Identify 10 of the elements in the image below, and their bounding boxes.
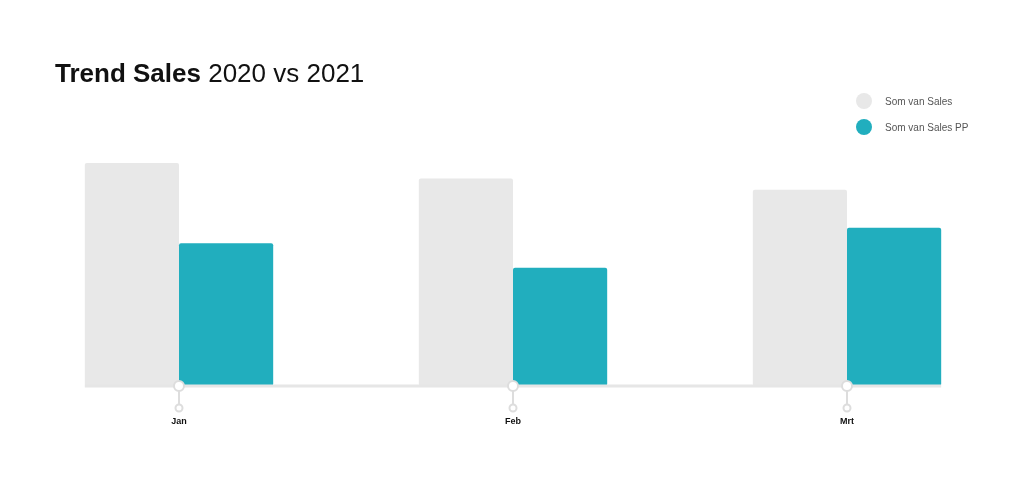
x-tick-label: Feb — [504, 416, 522, 426]
legend-label: Som van Sales — [885, 96, 953, 107]
x-tick-label: Mrt — [840, 416, 854, 426]
legend-label: Som van Sales PP — [885, 122, 969, 133]
bar — [513, 267, 608, 386]
chart-title: Trend Sales — [55, 58, 201, 88]
x-tick-label: Jan — [171, 416, 187, 426]
chart-subtitle: 2020 vs 2021 — [200, 58, 365, 88]
bar — [179, 243, 274, 386]
bar — [847, 227, 942, 386]
